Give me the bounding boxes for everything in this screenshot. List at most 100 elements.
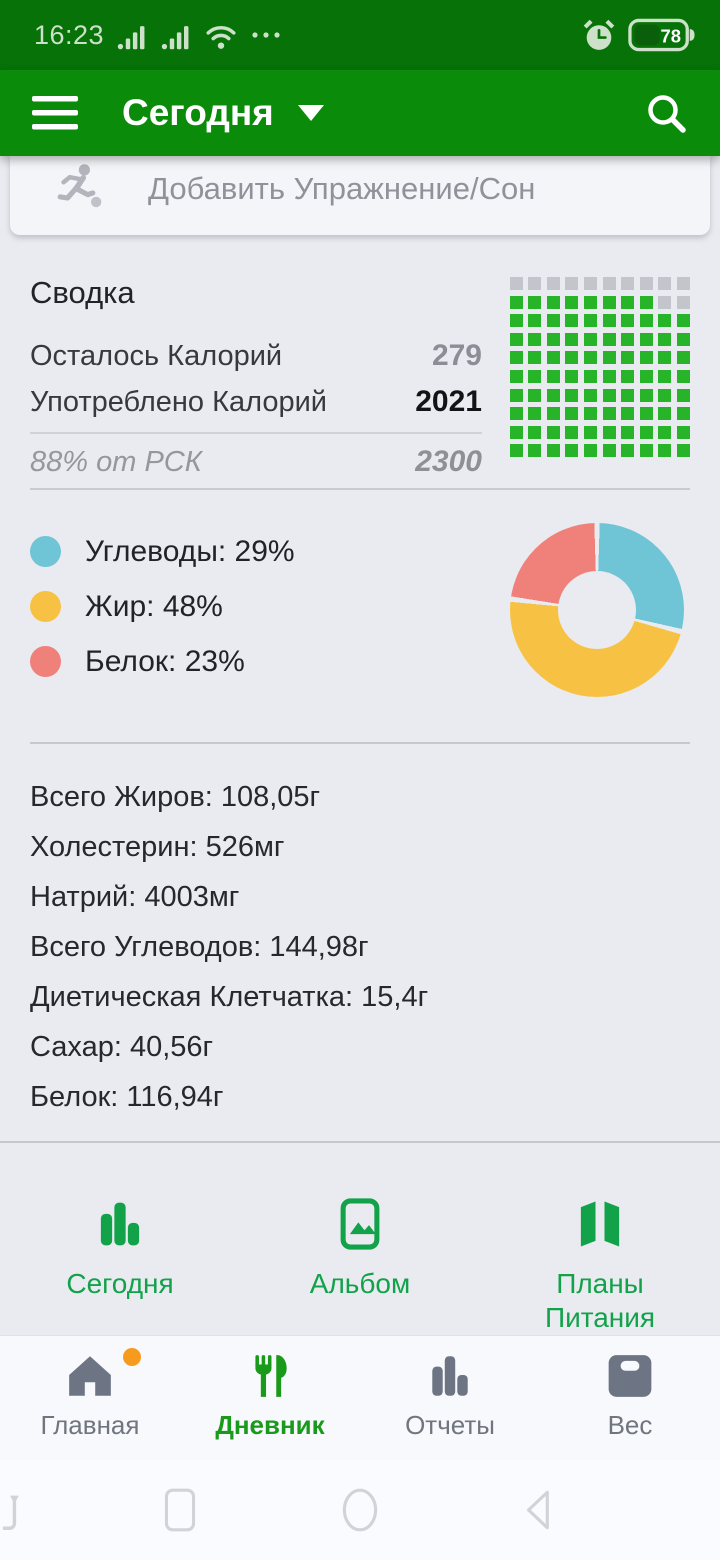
legend-dot xyxy=(30,591,61,622)
calorie-grid-cell xyxy=(584,314,598,328)
calorie-grid-cell xyxy=(528,295,542,309)
tab-label: Отчеты xyxy=(405,1410,495,1440)
legend-dot xyxy=(30,536,61,567)
calorie-grid-cell xyxy=(677,332,690,346)
calorie-grid-cell xyxy=(509,369,523,383)
calorie-grid-cell xyxy=(584,425,598,439)
quick-nav: Сегодня Альбом Планы Питания xyxy=(0,1141,720,1335)
calorie-grid-cell xyxy=(602,295,616,309)
calorie-grid-cell xyxy=(621,425,635,439)
calorie-grid-cell xyxy=(639,444,653,458)
home-button[interactable] xyxy=(335,1485,385,1535)
bar-chart-icon xyxy=(93,1197,147,1251)
tab-food-diary[interactable]: Дневник xyxy=(180,1336,360,1460)
legend-row: Жир: 48% xyxy=(30,579,690,634)
calorie-grid-cell xyxy=(546,388,560,402)
cellular-signal-icon xyxy=(116,19,148,51)
calorie-grid-cell xyxy=(546,444,560,458)
summary-section: Сводка Осталось Калорий 279 Употреблено … xyxy=(30,235,690,490)
tab-label: Дневник xyxy=(215,1410,325,1440)
calorie-grid-cell xyxy=(639,407,653,421)
calorie-grid-cell xyxy=(584,332,598,346)
calorie-grid-cell xyxy=(584,444,598,458)
calorie-grid-cell xyxy=(658,314,672,328)
more-dots-icon xyxy=(250,28,284,42)
wifi-icon xyxy=(204,19,238,51)
add-exercise-label: Добавить Упражнение/Сон xyxy=(148,171,536,206)
calorie-grid-cell xyxy=(528,314,542,328)
calorie-grid-cell xyxy=(546,332,560,346)
tab-bar: Главная Дневник Отчеты Вес xyxy=(0,1335,720,1460)
calorie-grid-cell xyxy=(602,407,616,421)
calorie-grid-cell xyxy=(658,351,672,365)
calorie-grid-cell xyxy=(639,388,653,402)
calorie-grid-cell xyxy=(565,351,579,365)
battery-icon: 78 xyxy=(628,17,696,53)
calorie-grid-cell xyxy=(584,407,598,421)
add-exercise-row[interactable]: Добавить Упражнение/Сон xyxy=(10,156,710,235)
quick-nav-item-photo-album[interactable]: Альбом xyxy=(240,1197,480,1335)
calorie-grid-cell xyxy=(528,388,542,402)
calorie-grid-cell xyxy=(584,388,598,402)
recents-button[interactable] xyxy=(155,1485,205,1535)
tab-label: Вес xyxy=(607,1410,653,1440)
calorie-grid-cell xyxy=(677,388,690,402)
hamburger-menu-icon[interactable] xyxy=(30,93,80,133)
calorie-grid-cell xyxy=(509,407,523,421)
calorie-grid-cell xyxy=(621,388,635,402)
calorie-grid-cell xyxy=(546,369,560,383)
quick-nav-label: Альбом xyxy=(309,1268,411,1299)
calorie-grid-cell xyxy=(639,351,653,365)
tab-home[interactable]: Главная xyxy=(0,1336,180,1460)
donut-hole xyxy=(558,571,636,649)
calorie-grid-cell xyxy=(621,277,635,290)
calorie-grid-cell xyxy=(658,407,672,421)
quick-nav-label: Планы Питания xyxy=(544,1268,656,1333)
calorie-grid-cell xyxy=(546,314,560,328)
nutrition-section: Всего Жиров: 108,05г Холестерин: 526мг Нат… xyxy=(30,742,690,1141)
svg-text:78: 78 xyxy=(660,25,681,46)
calorie-grid-cell xyxy=(621,369,635,383)
app-bar: Сегодня xyxy=(0,70,720,156)
calorie-grid-cell xyxy=(565,277,579,290)
calorie-grid-cell xyxy=(528,369,542,383)
calorie-grid-cell xyxy=(677,407,690,421)
legend-row: Углеводы: 29% xyxy=(30,524,690,579)
calories-consumed-label: Употреблено Калорий xyxy=(30,385,328,418)
back-button[interactable] xyxy=(515,1485,565,1535)
home-icon xyxy=(65,1348,141,1401)
quick-nav-item-meal-plans-map[interactable]: Планы Питания xyxy=(480,1197,720,1335)
calorie-grid-cell xyxy=(621,351,635,365)
calorie-grid-cell xyxy=(602,388,616,402)
calorie-grid-cell xyxy=(565,425,579,439)
calorie-grid-cell xyxy=(621,295,635,309)
alarm-clock-icon xyxy=(582,18,616,52)
legend-label: Жир: 48% xyxy=(85,589,223,623)
calorie-grid-cell xyxy=(639,295,653,309)
calorie-grid-cell xyxy=(621,444,635,458)
macros-section: Углеводы: 29% Жир: 48% Белок: 23% xyxy=(30,490,690,742)
calorie-grid-cell xyxy=(565,407,579,421)
auto-rotate-button[interactable] xyxy=(0,1485,25,1535)
calorie-grid-cell xyxy=(509,314,523,328)
calorie-grid-cell xyxy=(677,295,690,309)
rdi-value: 2300 xyxy=(415,445,482,478)
calorie-grid-cell xyxy=(528,351,542,365)
quick-nav-item-bar-chart[interactable]: Сегодня xyxy=(0,1197,240,1335)
date-selector[interactable]: Сегодня xyxy=(122,92,324,134)
calorie-grid-cell xyxy=(584,351,598,365)
divider xyxy=(30,432,482,434)
nutrition-row: Сахар: 40,56г xyxy=(30,1031,214,1063)
android-nav-bar xyxy=(0,1460,720,1560)
macros-legend: Углеводы: 29% Жир: 48% Белок: 23% xyxy=(30,524,690,689)
status-time: 16:23 xyxy=(34,19,105,50)
diary-content: Добавить Упражнение/Сон Сводка Осталось … xyxy=(0,156,720,1335)
search-icon[interactable] xyxy=(644,91,688,135)
calorie-grid-cell xyxy=(639,425,653,439)
status-bar: 16:23 78 xyxy=(0,0,720,70)
reports-bar-chart-icon xyxy=(425,1351,475,1401)
calories-consumed-row: Употреблено Калорий 2021 xyxy=(30,379,482,425)
tab-weight-scale[interactable]: Вес xyxy=(540,1336,720,1460)
nutrition-row: Холестерин: 526мг xyxy=(30,831,285,863)
tab-reports-bar-chart[interactable]: Отчеты xyxy=(360,1336,540,1460)
